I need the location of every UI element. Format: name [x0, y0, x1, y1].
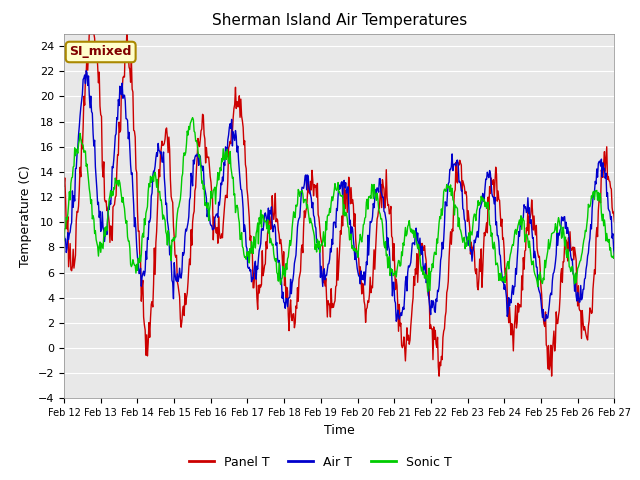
Y-axis label: Temperature (C): Temperature (C) [19, 165, 32, 267]
Sonic T [407, 229, 415, 235]
Sonic T [212, 185, 220, 191]
Legend: Panel T, Air T, Sonic T: Panel T, Air T, Sonic T [184, 451, 456, 474]
Sonic T [189, 115, 196, 120]
Panel T [60, 183, 68, 189]
Line: Sonic T: Sonic T [64, 118, 614, 292]
Title: Sherman Island Air Temperatures: Sherman Island Air Temperatures [212, 13, 467, 28]
Panel T [70, 265, 78, 271]
Sonic T [611, 249, 618, 255]
Air T [127, 171, 135, 177]
Air T [212, 211, 220, 217]
Panel T [423, 273, 431, 279]
Panel T [435, 373, 443, 379]
Air T [424, 280, 431, 286]
X-axis label: Time: Time [324, 424, 355, 437]
Air T [70, 193, 78, 199]
Sonic T [182, 141, 190, 147]
Sonic T [423, 272, 431, 278]
Panel T [184, 290, 191, 296]
Sonic T [127, 262, 134, 267]
Line: Air T: Air T [64, 71, 614, 321]
Sonic T [424, 289, 431, 295]
Air T [392, 318, 400, 324]
Panel T [407, 323, 415, 329]
Line: Panel T: Panel T [64, 34, 614, 376]
Sonic T [70, 163, 78, 169]
Air T [611, 254, 618, 260]
Text: SI_mixed: SI_mixed [70, 46, 132, 59]
Air T [60, 229, 68, 235]
Panel T [85, 31, 93, 36]
Air T [83, 68, 90, 73]
Sonic T [60, 238, 68, 243]
Panel T [127, 56, 135, 61]
Panel T [611, 219, 618, 225]
Air T [184, 224, 191, 229]
Air T [408, 250, 415, 255]
Panel T [212, 230, 220, 236]
